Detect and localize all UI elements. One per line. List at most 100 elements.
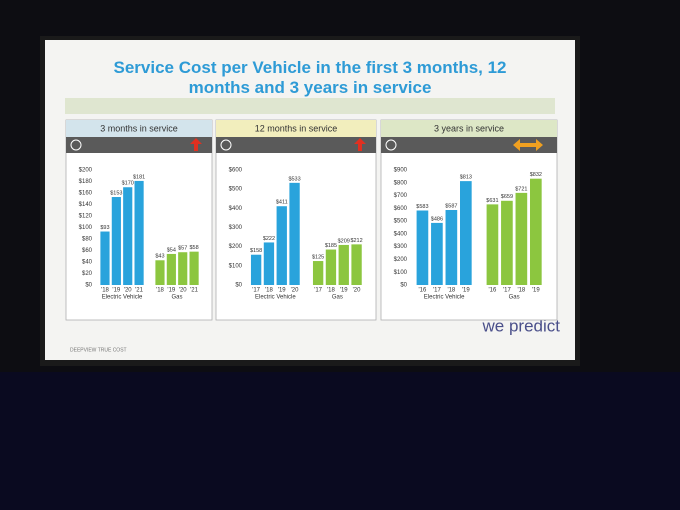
value-label: $832 — [530, 172, 542, 178]
panel-title: 3 months in service — [100, 123, 178, 133]
bar — [189, 251, 199, 285]
x-tick-label: '20 — [353, 288, 361, 294]
value-label: $533 — [288, 176, 300, 182]
bar — [351, 244, 362, 285]
x-tick-label: '18 — [327, 288, 335, 294]
y-tick-label: $80 — [82, 237, 93, 243]
value-label: $57 — [178, 246, 187, 252]
x-tick-label: '19 — [278, 288, 286, 294]
bar — [100, 231, 110, 285]
y-tick-label: $100 — [394, 270, 408, 276]
y-tick-label: $800 — [394, 180, 408, 186]
x-tick-label: '21 — [190, 288, 198, 294]
bar — [431, 222, 443, 285]
x-tick-label: '16 — [489, 288, 497, 294]
value-label: $43 — [155, 254, 164, 260]
value-label: $587 — [445, 203, 457, 209]
y-tick-label: $100 — [79, 225, 93, 231]
value-label: $813 — [460, 175, 472, 181]
x-tick-label: '19 — [462, 288, 470, 294]
y-tick-label: $60 — [82, 248, 93, 254]
y-tick-label: $140 — [79, 202, 93, 208]
x-tick-label: '18 — [447, 288, 455, 294]
bar — [111, 197, 121, 285]
y-tick-label: $200 — [229, 244, 243, 250]
value-label: $158 — [250, 248, 262, 254]
value-label: $181 — [133, 174, 145, 180]
trend-arrow — [190, 138, 202, 151]
x-tick-label: '21 — [135, 288, 143, 294]
y-tick-label: $120 — [79, 214, 93, 220]
icon-strip — [66, 137, 212, 153]
x-tick-label: '18 — [156, 288, 164, 294]
bar — [263, 242, 275, 285]
slide-title: Service Cost per Vehicle in the first 3 … — [113, 58, 507, 97]
y-tick-label: $500 — [229, 187, 243, 193]
brand: we predict — [482, 316, 561, 335]
bar — [155, 260, 165, 285]
bar — [515, 192, 528, 285]
icon-strip — [216, 137, 376, 153]
value-label: $54 — [167, 247, 176, 253]
y-tick-label: $0 — [400, 283, 407, 289]
value-label: $631 — [486, 198, 498, 204]
bar — [445, 209, 458, 285]
x-tick-label: '17 — [252, 288, 260, 294]
y-tick-label: $0 — [85, 283, 92, 289]
x-tick-label: '17 — [503, 288, 511, 294]
bar — [312, 261, 324, 285]
y-tick-label: $300 — [394, 244, 408, 250]
icon-strip — [381, 137, 557, 153]
y-tick-label: $160 — [79, 191, 93, 197]
value-label: $659 — [501, 194, 513, 200]
trend-arrow — [354, 138, 366, 151]
x-tick-label: '19 — [112, 288, 120, 294]
y-tick-label: $40 — [82, 260, 93, 266]
group-label: Electric Vehicle — [102, 295, 143, 301]
bar — [486, 204, 499, 285]
x-tick-label: '20 — [291, 288, 299, 294]
value-label: $209 — [338, 238, 350, 244]
value-label: $185 — [325, 243, 337, 249]
x-tick-label: '20 — [179, 288, 187, 294]
panel-header — [66, 120, 212, 137]
panel-title: 3 years in service — [434, 123, 504, 133]
bar — [501, 200, 513, 285]
panel-header — [381, 120, 557, 137]
y-tick-label: $500 — [394, 219, 408, 225]
x-tick-label: '19 — [167, 288, 175, 294]
y-tick-label: $200 — [79, 168, 93, 174]
bar — [460, 181, 472, 285]
y-tick-label: $700 — [394, 193, 408, 199]
charts: 3 months in service $0 $20 $40 $60 $80 $100 $12… — [65, 119, 558, 321]
bar — [134, 180, 144, 285]
y-tick-label: $900 — [394, 168, 408, 174]
trend-arrow — [513, 139, 543, 151]
y-tick-label: $20 — [82, 271, 93, 277]
y-tick-label: $600 — [229, 168, 243, 174]
y-tick-label: $400 — [394, 231, 408, 237]
bar — [123, 187, 133, 285]
footer-note: DEEPVIEW TRUE COST — [70, 347, 127, 353]
group-label: Gas — [509, 295, 520, 301]
value-label: $58 — [189, 245, 198, 251]
value-label: $212 — [350, 238, 362, 244]
value-label: $93 — [100, 225, 109, 231]
y-tick-label: $600 — [394, 206, 408, 212]
value-label: $170 — [122, 181, 134, 187]
bar — [250, 254, 262, 285]
icon — [385, 139, 397, 151]
icon — [70, 139, 82, 151]
bar — [530, 178, 542, 285]
group-label: Gas — [332, 295, 343, 301]
x-tick-label: '17 — [314, 288, 322, 294]
icon — [220, 139, 232, 151]
group-label: Electric Vehicle — [424, 295, 465, 301]
title-band — [65, 98, 555, 114]
y-tick-label: $0 — [235, 283, 242, 289]
y-tick-label: $180 — [79, 179, 93, 185]
x-tick-label: '18 — [265, 288, 273, 294]
value-label: $486 — [431, 216, 443, 222]
value-label: $411 — [276, 200, 288, 206]
x-tick-label: '17 — [433, 288, 441, 294]
